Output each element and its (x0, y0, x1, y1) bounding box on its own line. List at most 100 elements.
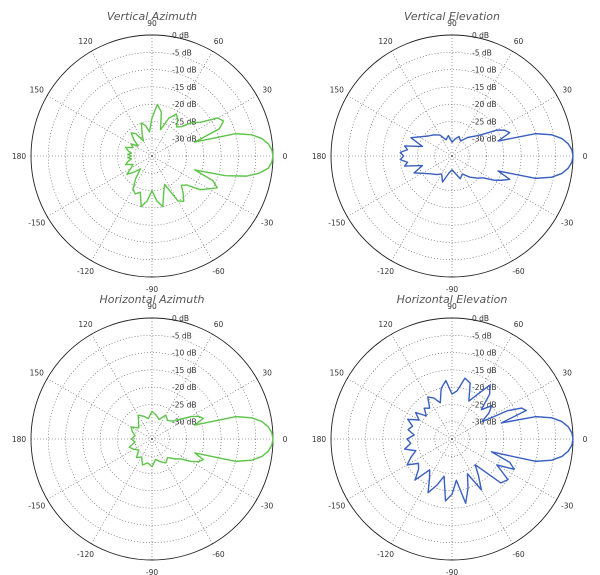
angle-tick-label: 60 (214, 320, 224, 329)
angle-tick-label: 30 (262, 86, 272, 95)
grid-spoke (91, 438, 153, 544)
grid-spoke (391, 155, 453, 261)
ring-db-label: -20 dB (172, 383, 197, 392)
angle-tick-label: -60 (212, 267, 224, 276)
ring-db-label: -15 dB (472, 83, 497, 92)
ring-db-label: -15 dB (172, 83, 197, 92)
angle-tick-label: -150 (328, 219, 345, 228)
angle-tick-label: -150 (28, 502, 45, 511)
ring-db-label: -10 dB (472, 66, 497, 75)
ring-db-label: 0 dB (472, 314, 489, 323)
grid-spoke (151, 378, 257, 440)
angle-tick-label: -120 (77, 550, 94, 559)
angle-tick-label: -120 (377, 267, 394, 276)
grid-spoke (151, 438, 213, 544)
ring-db-label: -20 dB (472, 100, 497, 109)
ring-db-label: -5 dB (172, 331, 192, 340)
grid-spoke (391, 438, 453, 544)
ring-db-label: -10 dB (172, 66, 197, 75)
pattern-series (128, 410, 274, 468)
angle-tick-label: -30 (561, 219, 573, 228)
ring-db-label: -25 dB (472, 117, 497, 126)
ring-db-label: -5 dB (472, 331, 492, 340)
angle-tick-label: 180 (312, 435, 327, 444)
angle-tick-label: 120 (378, 320, 393, 329)
grid-spoke (151, 95, 257, 157)
ring-db-label: -10 dB (472, 349, 497, 358)
angle-tick-label: 60 (514, 37, 524, 46)
grid-ring (347, 334, 557, 544)
angle-tick-label: 0 (583, 152, 588, 161)
grid-spoke (391, 334, 453, 440)
grid-ring (65, 69, 239, 243)
angle-tick-label: 90 (147, 19, 157, 28)
pattern-series (403, 377, 574, 504)
angle-tick-label: -90 (446, 568, 458, 575)
angle-tick-label: -90 (146, 285, 158, 294)
grid-spoke (151, 155, 213, 261)
angle-tick-label: 60 (214, 37, 224, 46)
angle-tick-label: -60 (512, 267, 524, 276)
grid-spoke (451, 334, 513, 440)
pattern-series (399, 129, 574, 183)
chart-panel-horizontal-azimuth: Horizontal Azimuth 90 60 30 0 -30 -60 -90 -120 -1… (0, 283, 300, 575)
grid-ring (365, 352, 539, 526)
grid-spoke (347, 378, 453, 440)
angle-tick-label: -120 (377, 550, 394, 559)
angle-tick-label: 180 (12, 152, 27, 161)
angle-tick-label: -60 (212, 550, 224, 559)
chart-panel-horizontal-elevation: Horizontal Elevation 90 60 30 0 -30 -60 -90 -120… (300, 283, 600, 575)
grid-spoke (47, 438, 153, 500)
ring-db-label: -10 dB (172, 349, 197, 358)
angle-tick-label: 150 (30, 86, 45, 95)
angle-tick-label: 150 (30, 369, 45, 378)
angle-tick-label: -60 (512, 550, 524, 559)
angle-tick-label: 150 (330, 86, 345, 95)
angle-tick-label: -150 (328, 502, 345, 511)
ring-db-label: -20 dB (472, 383, 497, 392)
grid-ring (417, 404, 487, 474)
angle-tick-label: 0 (283, 152, 288, 161)
angle-tick-label: -30 (561, 502, 573, 511)
angle-tick-label: 90 (147, 302, 157, 311)
grid-ring (47, 334, 257, 544)
grid-spoke (347, 155, 453, 217)
grid-spoke (151, 334, 213, 440)
grid-spoke (91, 155, 153, 261)
angle-tick-label: -30 (261, 502, 273, 511)
chart-title: Vertical Elevation (404, 10, 500, 23)
grid-spoke (91, 334, 153, 440)
angle-tick-label: 90 (447, 19, 457, 28)
ring-db-label: -5 dB (472, 48, 492, 57)
grid-spoke (451, 438, 513, 544)
grid-spoke (451, 438, 557, 500)
angle-tick-label: -30 (261, 219, 273, 228)
chart-panel-vertical-azimuth: Vertical Azimuth 90 60 30 0 -30 -60 -90 -120 -150… (0, 0, 300, 294)
grid-spoke (451, 95, 557, 157)
angle-tick-label: -90 (146, 568, 158, 575)
grid-spoke (451, 155, 513, 261)
grid-spoke (451, 155, 557, 217)
ring-db-label: -25 dB (172, 117, 197, 126)
angle-tick-label: 90 (447, 302, 457, 311)
grid-spoke (47, 95, 153, 157)
chart-panel-vertical-elevation: Vertical Elevation 90 60 30 0 -30 -60 -90 -120 -1… (300, 0, 600, 294)
ring-db-label: -25 dB (172, 400, 197, 409)
grid-ring (117, 404, 187, 474)
grid-spoke (151, 51, 213, 157)
ring-db-label: 0 dB (472, 31, 489, 40)
grid-spoke (91, 51, 153, 157)
ring-db-label: -30 dB (472, 135, 497, 144)
ring-db-label: -30 dB (172, 135, 197, 144)
grid-spoke (47, 378, 153, 440)
chart-title: Horizontal Azimuth (100, 293, 205, 306)
angle-tick-label: 180 (12, 435, 27, 444)
grid-ring (47, 51, 257, 261)
angle-tick-label: 150 (330, 369, 345, 378)
angle-tick-label: 180 (312, 152, 327, 161)
ring-db-label: 0 dB (172, 31, 189, 40)
grid-ring (365, 69, 539, 243)
grid-ring (347, 51, 557, 261)
